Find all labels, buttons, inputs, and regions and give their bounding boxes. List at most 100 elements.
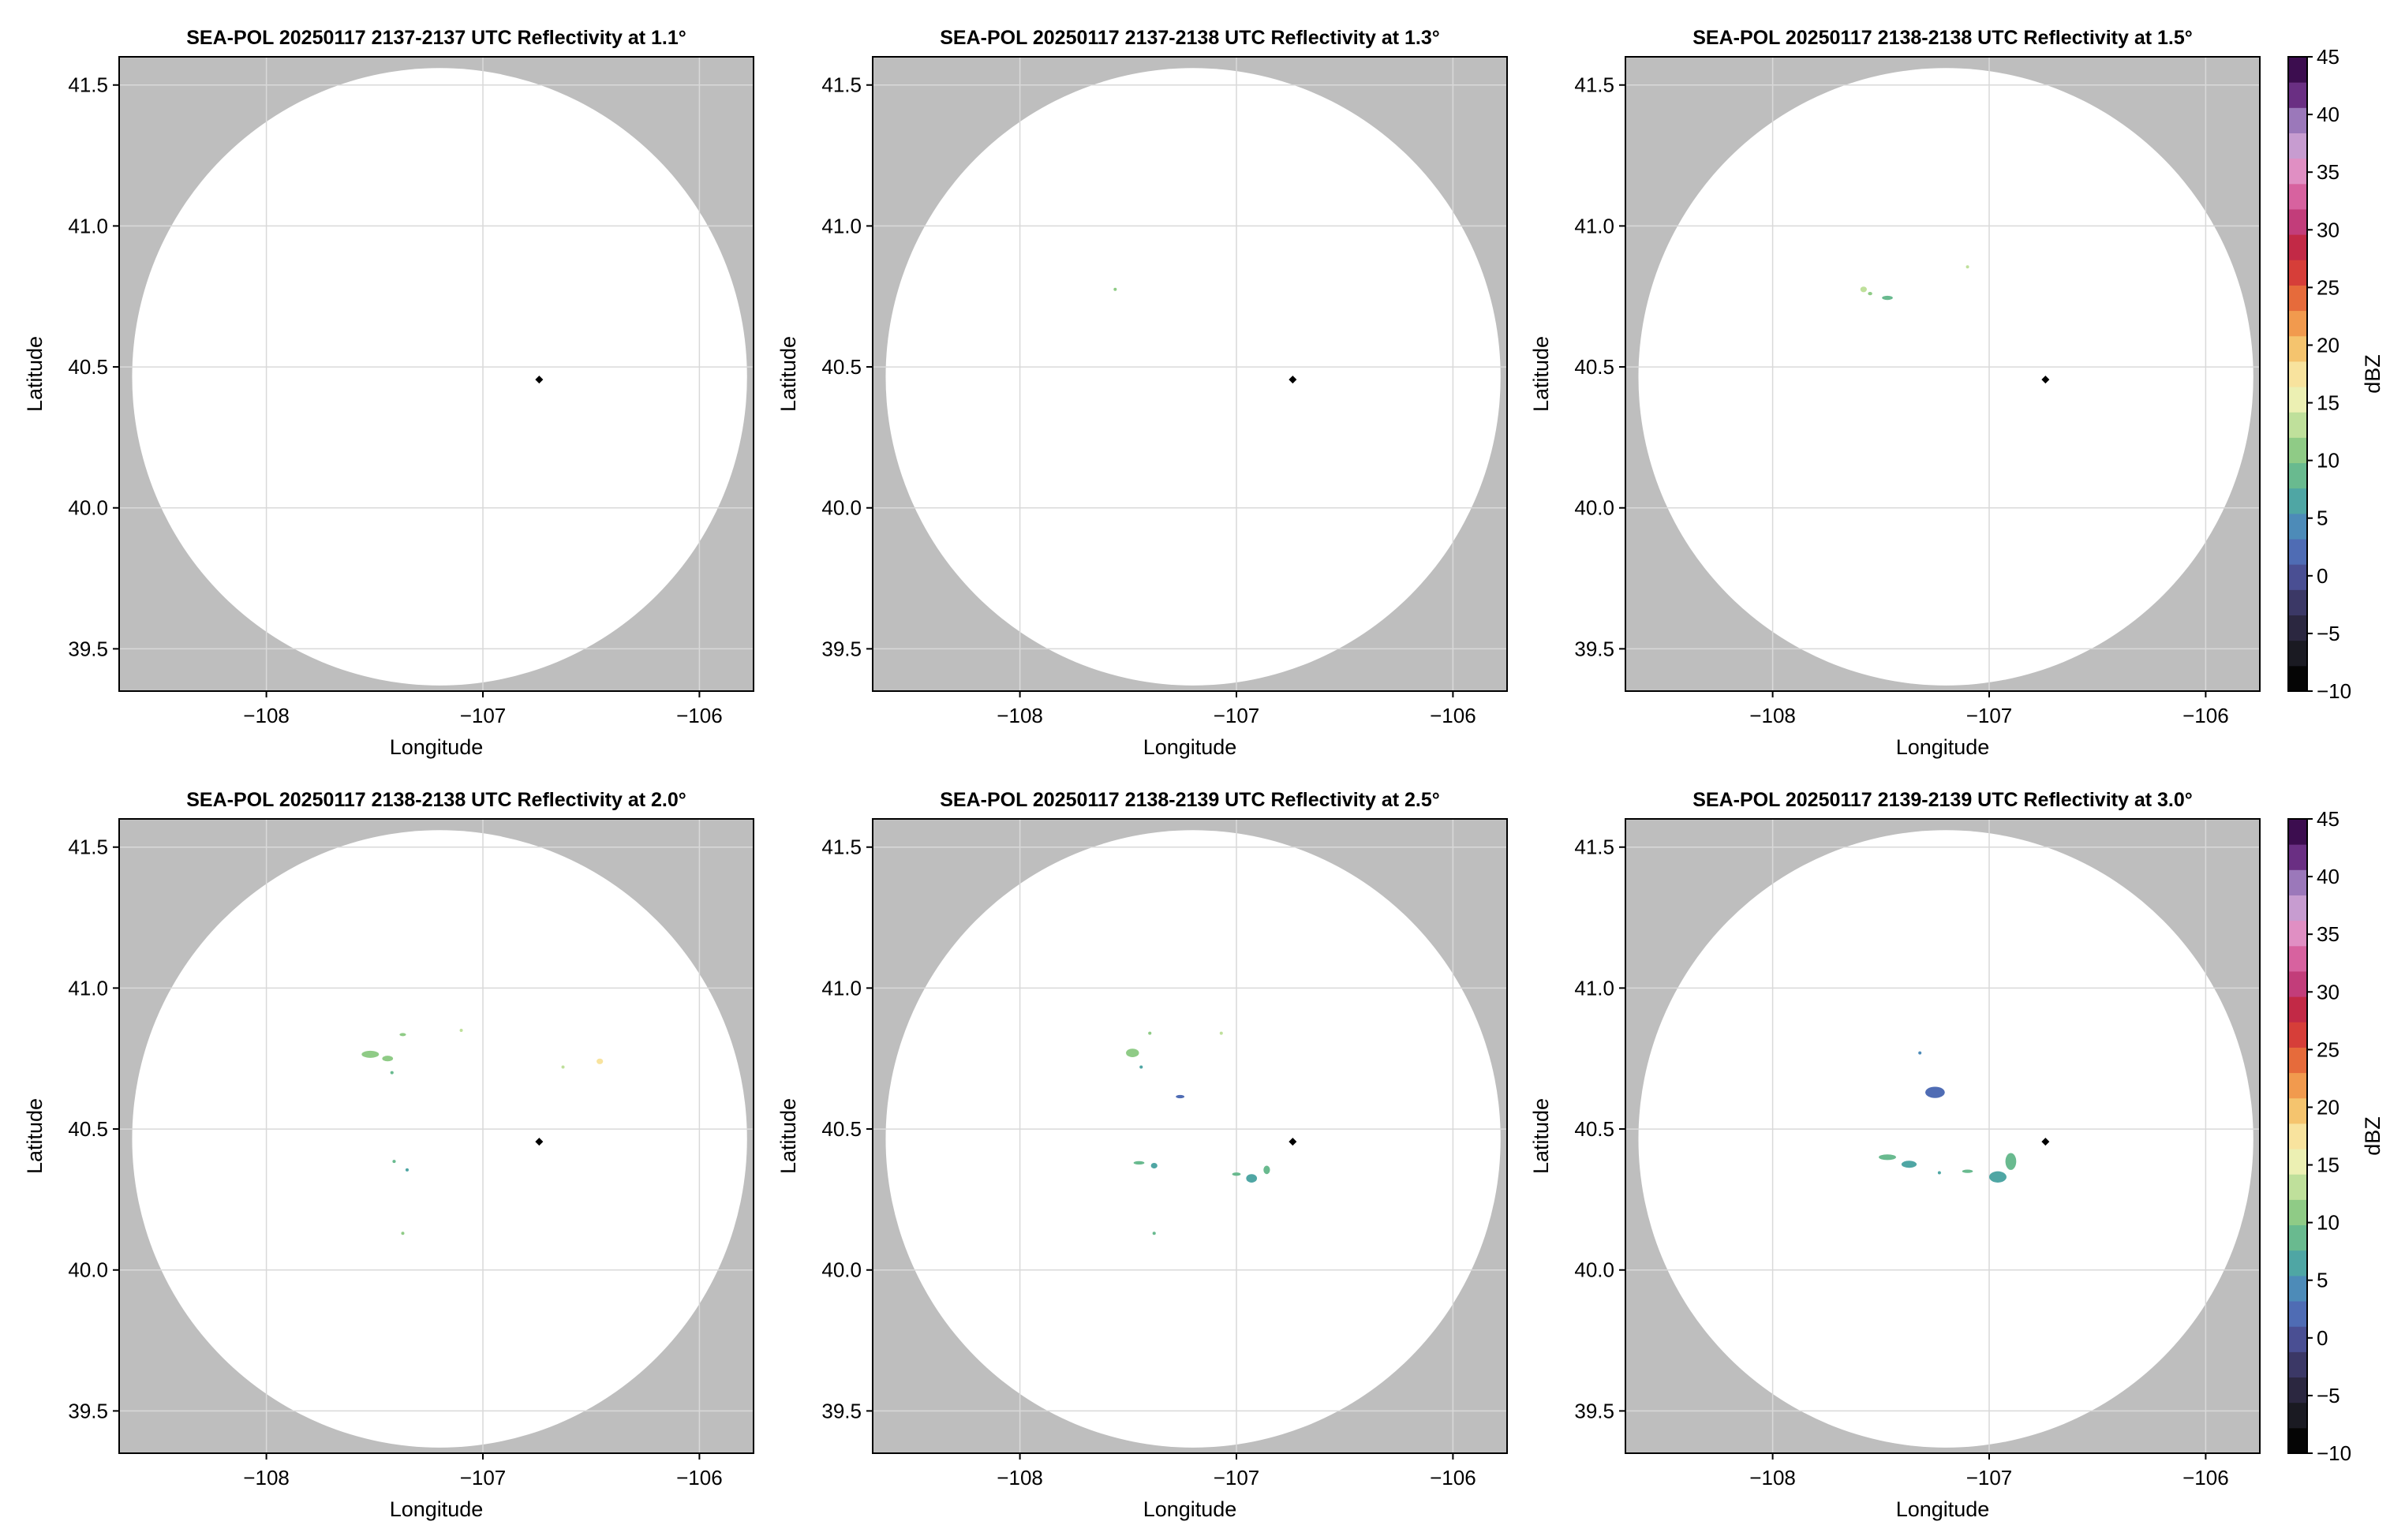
x-tick-label: −106 — [676, 704, 723, 727]
chart-panel-4: −108 −107 −106 39.5 40.0 40.5 41.0 41.5 SEA-POL … — [23, 789, 754, 1521]
x-axis-label: Longitude — [1896, 1497, 1990, 1521]
x-tick-label: −106 — [2182, 704, 2229, 727]
reflectivity-echo — [392, 1160, 396, 1164]
radar-site-marker — [1289, 1138, 1297, 1146]
colorbar-segment — [2288, 310, 2307, 337]
reflectivity-echo — [1133, 1161, 1145, 1165]
reflectivity-echo — [1219, 1031, 1223, 1035]
colorbar-tick-label: −5 — [2317, 1384, 2340, 1407]
colorbar-segment — [2288, 107, 2307, 133]
axes-frame — [872, 818, 1508, 1454]
y-tick-label: 41.0 — [1574, 976, 1614, 1000]
colorbar-segment — [2288, 1301, 2307, 1327]
colorbar-tick-label: 25 — [2317, 275, 2340, 299]
colorbar-segment — [2288, 615, 2307, 641]
reflectivity-echo — [1113, 287, 1117, 291]
colorbar-tick-label: 15 — [2317, 1153, 2340, 1177]
reflectivity-echo — [1176, 1094, 1185, 1099]
y-tick-label: 40.0 — [821, 1258, 862, 1282]
colorbar-segment — [2288, 361, 2307, 387]
x-tick-label: −107 — [1214, 1466, 1260, 1490]
colorbar-tick-label: 30 — [2317, 980, 2340, 1004]
y-tick-label: 41.5 — [821, 73, 862, 97]
radar-coverage-circle — [132, 830, 747, 1448]
colorbar-segment — [2288, 1097, 2307, 1124]
y-tick-label: 39.5 — [1574, 1399, 1614, 1422]
colorbar-segment — [2288, 819, 2307, 845]
axes-frame — [1625, 56, 2261, 692]
colorbar-tick-label: −5 — [2317, 622, 2340, 645]
colorbar-tick-label: 35 — [2317, 160, 2340, 184]
reflectivity-echo — [1263, 1165, 1270, 1175]
reflectivity-echo — [1988, 1171, 2007, 1183]
colorbar-segment — [2288, 260, 2307, 286]
x-tick-label: −107 — [1966, 1466, 2013, 1490]
y-axis-label: Latitude — [776, 336, 800, 412]
radar-site-marker — [2041, 376, 2050, 384]
colorbar-segment — [2288, 1250, 2307, 1276]
colorbar-segment — [2288, 412, 2307, 438]
x-tick-label: −108 — [243, 704, 290, 727]
colorbar-tick-label: −10 — [2317, 679, 2351, 703]
x-tick-label: −107 — [1966, 704, 2013, 727]
colorbar-segment — [2288, 945, 2307, 972]
y-axis-label: Latitude — [776, 1098, 800, 1174]
chart-title: SEA-POL 20250117 2139-2139 UTC Reflectiv… — [1692, 789, 2193, 811]
y-tick-label: 41.5 — [1574, 73, 1614, 97]
y-tick-label: 41.5 — [68, 835, 108, 859]
echo-group — [1860, 265, 1969, 301]
x-axis-label: Longitude — [1143, 1497, 1237, 1521]
y-tick-label: 40.5 — [68, 1117, 108, 1141]
chart-panel-6: −108 −107 −106 39.5 40.0 40.5 41.0 41.5 SEA-POL … — [1529, 789, 2261, 1521]
chart-title: SEA-POL 20250117 2138-2139 UTC Reflectiv… — [940, 789, 1440, 811]
y-axis-label: Latitude — [1529, 1098, 1553, 1174]
reflectivity-echo — [1937, 1171, 1941, 1175]
radar-coverage-circle — [885, 68, 1501, 686]
reflectivity-echo — [1860, 286, 1867, 293]
axes-frame — [118, 818, 754, 1454]
colorbar-segment — [2288, 920, 2307, 947]
reflectivity-echo — [1966, 265, 1969, 269]
y-axis-label: Latitude — [23, 336, 47, 412]
colorbar-segment — [2288, 158, 2307, 185]
x-axis-label: Longitude — [1143, 735, 1237, 759]
colorbar-segment — [2288, 234, 2307, 260]
colorbar-segment — [2288, 1047, 2307, 1074]
colorbar-segment — [2288, 488, 2307, 514]
colorbar-label: dBZ — [2361, 1116, 2384, 1156]
y-tick-label: 41.0 — [1574, 214, 1614, 237]
colorbar-segment — [2288, 1326, 2307, 1352]
reflectivity-echo — [561, 1065, 565, 1069]
x-tick-label: −107 — [460, 1466, 507, 1490]
y-tick-label: 41.0 — [821, 214, 862, 237]
chart-panel-2: −108 −107 −106 39.5 40.0 40.5 41.0 41.5 SEA-POL … — [776, 27, 1508, 759]
colorbar-tick-label: 0 — [2317, 1326, 2328, 1350]
colorbar-segment — [2288, 335, 2307, 362]
reflectivity-echo — [405, 1168, 410, 1172]
reflectivity-echo — [1879, 1154, 1897, 1161]
x-tick-label: −108 — [997, 1466, 1043, 1490]
colorbar-tick-label: 5 — [2317, 506, 2328, 530]
y-tick-label: 41.5 — [68, 73, 108, 97]
x-axis-label: Longitude — [390, 1497, 484, 1521]
radar-site-marker — [2041, 1138, 2050, 1146]
colorbar-tick-label: 0 — [2317, 564, 2328, 588]
axes-frame — [1625, 818, 2261, 1454]
y-tick-label: 39.5 — [821, 637, 862, 660]
colorbar-tick-label: 10 — [2317, 449, 2340, 473]
y-tick-label: 40.5 — [1574, 1117, 1614, 1141]
chart-panel-3: −108 −107 −106 39.5 40.0 40.5 41.0 41.5 SEA-POL … — [1529, 27, 2261, 759]
reflectivity-echo — [2005, 1153, 2017, 1170]
colorbar-segment — [2288, 208, 2307, 235]
y-tick-label: 40.5 — [821, 1117, 862, 1141]
reflectivity-echo — [1962, 1169, 1973, 1173]
reflectivity-echo — [1150, 1162, 1158, 1169]
radar-coverage-circle — [1638, 68, 2254, 686]
reflectivity-echo — [597, 1058, 604, 1064]
colorbar-segment — [2288, 1199, 2307, 1226]
colorbar-segment — [2288, 1224, 2307, 1251]
reflectivity-echo — [382, 1056, 394, 1062]
colorbar-frame — [2287, 56, 2308, 692]
colorbar-tick-label: 45 — [2317, 807, 2340, 831]
colorbar-tick-label: 5 — [2317, 1269, 2328, 1292]
